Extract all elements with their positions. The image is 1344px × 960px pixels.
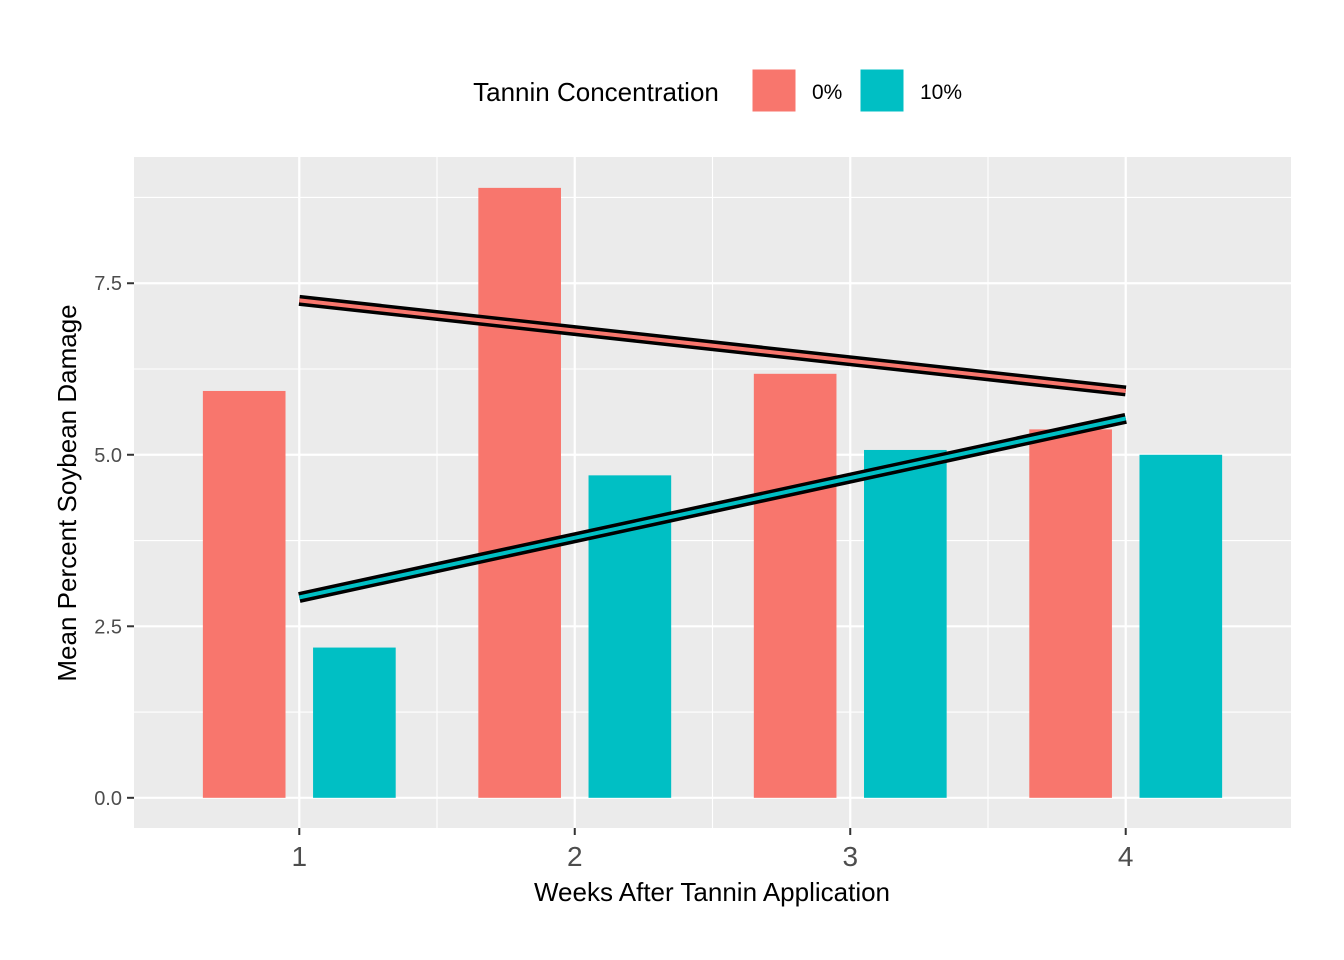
y-tick-label: 7.5 — [94, 273, 122, 295]
legend-label-10pct: 10% — [920, 81, 962, 104]
y-tick-label: 5.0 — [94, 445, 122, 467]
trend-lines — [298, 294, 1127, 603]
legend-label-0pct: 0% — [812, 81, 842, 104]
bar-0pct-week-3 — [753, 373, 837, 798]
x-tick-label: 2 — [567, 841, 583, 872]
x-axis-title: Weeks After Tannin Application — [534, 877, 890, 907]
trend-line-0pct — [299, 298, 1126, 393]
legend: Tannin Concentration 0% 10% — [473, 68, 962, 113]
legend-items: 0% 10% — [751, 68, 962, 113]
y-tick-label: 0.0 — [94, 788, 122, 810]
x-tick-label: 4 — [1118, 841, 1134, 872]
bar-0pct-week-2 — [478, 187, 561, 798]
legend-key-10pct — [859, 68, 905, 113]
y-axis-title: Mean Percent Soybean Damage — [52, 304, 82, 681]
bars — [202, 187, 1223, 798]
bar-10pct-week-4 — [1139, 454, 1223, 798]
x-axis-ticks: 1 2 3 4 — [291, 828, 1134, 872]
x-tick-label: 3 — [842, 841, 858, 872]
bar-10pct-week-1 — [313, 647, 396, 798]
legend-title: Tannin Concentration — [473, 77, 719, 107]
bar-0pct-week-4 — [1029, 429, 1112, 798]
y-axis-ticks: 0.0 2.5 5.0 7.5 — [94, 273, 134, 810]
legend-key-0pct — [751, 68, 797, 113]
y-tick-label: 2.5 — [94, 616, 122, 638]
bar-0pct-week-1 — [202, 390, 286, 798]
x-tick-label: 1 — [291, 841, 307, 872]
trend-line-10pct — [298, 416, 1127, 600]
bar-10pct-week-3 — [864, 449, 947, 798]
